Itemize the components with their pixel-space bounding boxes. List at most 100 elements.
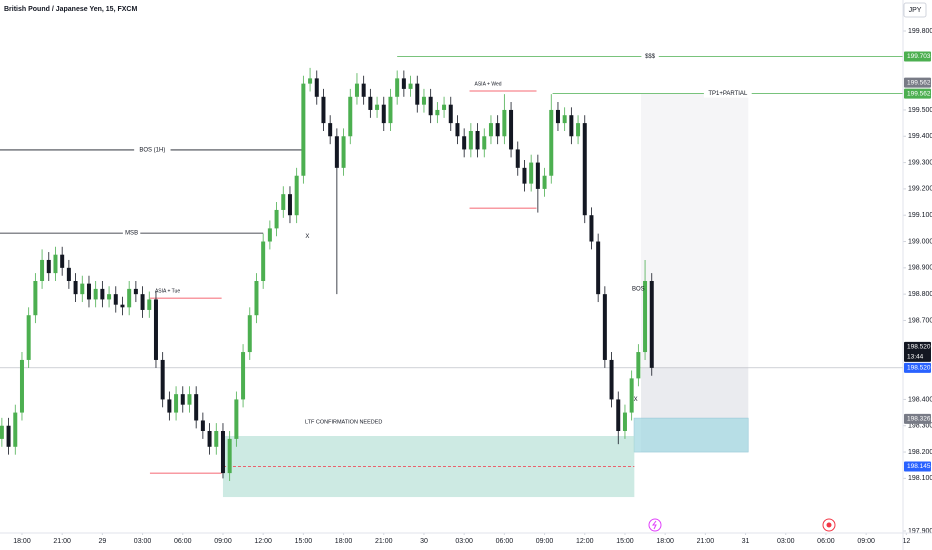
level-label: MSB (125, 231, 138, 237)
x-tick-label: 09:00 (536, 538, 554, 545)
candle-body (194, 394, 199, 421)
y-tick-label: 198.800 (908, 291, 932, 298)
candle-body (415, 83, 420, 105)
candle-body (174, 394, 179, 413)
price-badge-label: 198.145 (907, 463, 931, 470)
level-label-bg (703, 89, 752, 98)
candle-body (261, 241, 266, 281)
candle-body (207, 431, 212, 447)
candle-body (341, 136, 346, 168)
price-badge (904, 341, 931, 362)
candle-body (120, 304, 125, 308)
candle-body (281, 194, 286, 210)
x-tick-label: 21:00 (697, 538, 715, 545)
event-icon-bolt (652, 520, 657, 530)
candle-body (26, 315, 31, 360)
candle-body (220, 431, 225, 474)
candle-body (515, 149, 520, 168)
price-badge-label: 198.520 (907, 365, 931, 372)
candle-body (542, 175, 547, 189)
price-badge (904, 88, 931, 99)
candle-body (582, 123, 587, 216)
candle-body (247, 315, 252, 353)
candle-body (200, 420, 205, 431)
candle-body (180, 394, 185, 405)
candle-body (395, 78, 400, 97)
candle-body (629, 378, 634, 413)
candle-body (576, 123, 581, 137)
price-badge-label: 198.326 (907, 416, 931, 423)
level-label-bg (122, 229, 141, 238)
candle-body (502, 109, 507, 137)
price-badge (904, 362, 931, 373)
candle-body (113, 294, 118, 305)
candle-body (66, 267, 71, 281)
candle-body (428, 96, 433, 116)
candle-body (86, 283, 91, 300)
candle-body (53, 254, 58, 274)
x-tick-label: 31 (742, 538, 750, 545)
candle-body (375, 104, 380, 110)
candle-body (107, 294, 112, 300)
candle-body (234, 399, 239, 439)
candle-body (421, 96, 426, 105)
currency-button[interactable] (903, 2, 927, 18)
marker-label: X (634, 397, 638, 403)
candle-body (308, 78, 313, 84)
candle-body (401, 78, 406, 89)
candle-body (60, 254, 65, 268)
price-badge (904, 77, 931, 88)
candle-body (488, 123, 493, 137)
candle-body (368, 96, 373, 110)
x-tick-label: 30 (420, 538, 428, 545)
candle-body (535, 162, 540, 189)
candle-body (254, 281, 259, 316)
x-tick-label: 06:00 (817, 538, 835, 545)
candle-body (287, 194, 292, 216)
candle-body (549, 109, 554, 176)
candle-body (13, 412, 18, 447)
y-tick-label: 198.100 (908, 475, 932, 482)
y-tick-label: 198.900 (908, 265, 932, 272)
candle-body (241, 352, 246, 400)
x-tick-label: 18:00 (335, 538, 353, 545)
y-tick-label: 199.200 (908, 186, 932, 193)
position-risk (633, 417, 749, 453)
candle-body (301, 83, 306, 176)
level-label: BOS (1H) (139, 148, 165, 154)
y-tick-label: 198.700 (908, 317, 932, 324)
candle-body (214, 431, 219, 447)
candle-body (153, 299, 158, 360)
event-icon-dot (826, 522, 832, 528)
candle-body (167, 399, 172, 413)
candle-body (569, 115, 574, 137)
x-tick-label: 15:00 (295, 538, 313, 545)
candle-body (562, 115, 567, 124)
y-tick-label: 198.300 (908, 423, 932, 430)
candle-body (616, 399, 621, 431)
x-tick-label: 21:00 (53, 538, 71, 545)
x-tick-label: 09:00 (214, 538, 232, 545)
session-label: ASIA + Tue (155, 288, 180, 294)
candle-body (381, 104, 386, 124)
candle-body (6, 425, 11, 447)
axis-layer: 199.800 199.500 199.400 199.300 199.200 199.1… (13, 28, 932, 545)
price-badge-label: 199.562 (907, 79, 931, 86)
candle-body (636, 352, 641, 379)
candle-body (93, 288, 98, 300)
level-label: $$$ (645, 54, 656, 60)
candle-body (334, 136, 339, 168)
candle-body (274, 209, 279, 229)
currency-label[interactable]: JPY (909, 7, 922, 14)
chart-title: British Pound / Japanese Yen, 15, FXCM (4, 6, 137, 13)
x-tick-label: 03:00 (777, 538, 795, 545)
candle-body (267, 228, 272, 242)
price-countdown: 13:44 (907, 354, 924, 361)
session-label: ASIA + Wed (475, 81, 502, 87)
candle-body (80, 283, 85, 295)
x-tick-label: 09:00 (857, 538, 875, 545)
position-open (641, 367, 749, 419)
candle-body (328, 123, 333, 137)
candle-body (596, 241, 601, 295)
